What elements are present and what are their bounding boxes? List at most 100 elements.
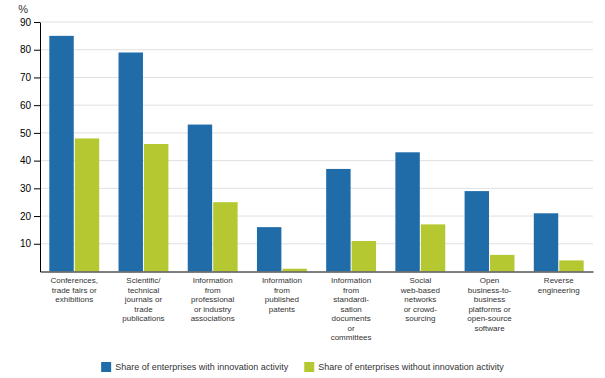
x-tick-label-line: from <box>274 286 290 295</box>
x-tick-label-line: Information <box>193 276 233 285</box>
y-tick-mark <box>34 188 40 189</box>
x-tick-label-line: Open <box>480 276 500 285</box>
x-tick-label-line: professional <box>191 295 234 304</box>
x-tick: Socialweb-basednetworksor crowd-sourcing <box>400 276 440 323</box>
bar <box>326 169 350 272</box>
bar-series <box>75 138 584 271</box>
x-tick-label-line: committees <box>331 333 372 342</box>
x-tick: Informationfromprofessionalor industryas… <box>191 276 235 323</box>
bar <box>75 138 99 271</box>
y-tick-label: 10 <box>20 238 32 249</box>
y-tick-mark <box>34 105 40 106</box>
x-tick-label: Socialweb-basednetworksor crowd-sourcing <box>400 276 440 323</box>
x-tick-label-line: patents <box>269 305 295 314</box>
bar-series <box>49 36 558 272</box>
x-tick-label-line: or <box>348 324 355 333</box>
x-tick: Openbusiness-to-businessplatforms oropen… <box>467 276 512 333</box>
y-tick-label: 90 <box>20 17 32 28</box>
x-tick-label-line: web-based <box>400 286 440 295</box>
legend-swatch <box>304 362 314 372</box>
x-tick-label-line: or industry <box>194 305 231 314</box>
legend-entry: Share of enterprises without innovation … <box>304 362 504 372</box>
x-tick-label-line: publications <box>122 314 164 323</box>
legend-swatch <box>101 362 111 372</box>
x-tick-label-line: or crowd- <box>404 305 438 314</box>
y-axis: 10 20 30 40 50 60 70 80 90 <box>20 17 41 272</box>
y-tick: 70 <box>20 72 40 83</box>
chart-svg: 10 20 30 40 50 60 70 80 90 Conferences,trade fair… <box>0 0 605 378</box>
y-tick-mark <box>34 50 40 51</box>
legend-label: Share of enterprises without innovation … <box>318 362 504 372</box>
legend-label: Share of enterprises with innovation act… <box>115 362 289 372</box>
y-tick: 90 <box>20 17 40 28</box>
x-tick-label-line: platforms or <box>468 305 511 314</box>
x-tick-label-line: Conferences, <box>50 276 98 285</box>
x-tick-label-line: Information <box>331 276 371 285</box>
y-tick: 60 <box>20 100 40 111</box>
bar <box>257 227 281 271</box>
x-tick-label-line: published <box>265 295 299 304</box>
y-tick-label: 60 <box>20 100 32 111</box>
x-tick-label-line: from <box>343 286 359 295</box>
x-tick-label: Openbusiness-to-businessplatforms oropen… <box>467 276 512 333</box>
x-tick-label-line: engineering <box>538 286 580 295</box>
x-axis: Conferences,trade fairs orexhibitions Sci… <box>41 272 594 342</box>
y-tick-mark <box>34 161 40 162</box>
legend: Share of enterprises with innovation act… <box>101 362 504 372</box>
x-tick-label: Scientific/technicaljournals ortradepubl… <box>122 276 164 323</box>
x-tick: Reverseengineering <box>538 276 580 295</box>
y-tick-label: 40 <box>20 155 32 166</box>
x-tick-label-line: Information <box>262 276 302 285</box>
x-tick-label-line: software <box>474 324 505 333</box>
x-tick-label-line: business-to- <box>468 286 512 295</box>
x-tick-label-line: from <box>205 286 221 295</box>
bar <box>559 260 583 271</box>
grid-line <box>40 22 593 23</box>
bar <box>465 191 489 271</box>
y-tick-label: 80 <box>20 44 32 55</box>
x-tick-label-line: networks <box>404 295 436 304</box>
bar <box>534 213 558 271</box>
y-tick: 80 <box>20 44 40 55</box>
bar <box>144 144 168 272</box>
x-tick: Scientific/technicaljournals ortradepubl… <box>122 276 164 323</box>
bar <box>282 269 306 272</box>
x-tick-label-line: trade <box>134 305 153 314</box>
x-tick-label: Informationfrompublishedpatents <box>262 276 302 314</box>
x-tick-label: Informationfromprofessionalor industryas… <box>191 276 235 323</box>
x-tick: Informationfromstandardi-sationdocuments… <box>331 276 372 342</box>
legend-entry: Share of enterprises with innovation act… <box>101 362 289 372</box>
y-tick: 40 <box>20 155 40 166</box>
x-tick-label-line: exhibitions <box>55 295 93 304</box>
y-tick: 20 <box>20 211 40 222</box>
bar <box>49 36 73 272</box>
chart-container: 10 20 30 40 50 60 70 80 90 Conferences,trade fair… <box>0 0 605 378</box>
x-tick-label: Conferences,trade fairs orexhibitions <box>50 276 98 304</box>
x-tick-label-line: Reverse <box>544 276 574 285</box>
x-tick-label: Reverseengineering <box>538 276 580 295</box>
bar <box>188 125 212 272</box>
bar <box>213 202 237 271</box>
x-axis-line <box>41 272 594 273</box>
x-tick-label-line: sation <box>340 305 361 314</box>
y-tick: 50 <box>20 128 40 139</box>
x-tick-label-line: associations <box>191 314 235 323</box>
x-tick-label-line: standardi- <box>333 295 369 304</box>
y-tick-label: 70 <box>20 72 32 83</box>
x-tick-label-line: trade fairs or <box>52 286 97 295</box>
y-tick-mark <box>34 22 40 23</box>
x-tick-label-line: technical <box>128 286 160 295</box>
bars <box>49 36 583 272</box>
y-tick: 30 <box>20 183 40 194</box>
y-tick: 10 <box>20 238 40 249</box>
x-tick-label-line: sourcing <box>405 314 435 323</box>
y-tick-label: 50 <box>20 128 32 139</box>
y-axis-line <box>40 23 41 273</box>
x-tick-label-line: open-source <box>467 314 512 323</box>
x-tick-label: Informationfromstandardi-sationdocuments… <box>331 276 372 342</box>
bar <box>395 152 419 271</box>
y-tick-mark <box>34 216 40 217</box>
x-tick: Conferences,trade fairs orexhibitions <box>50 276 98 304</box>
x-tick-label-line: Social <box>409 276 431 285</box>
x-tick-label-line: business <box>474 295 506 304</box>
